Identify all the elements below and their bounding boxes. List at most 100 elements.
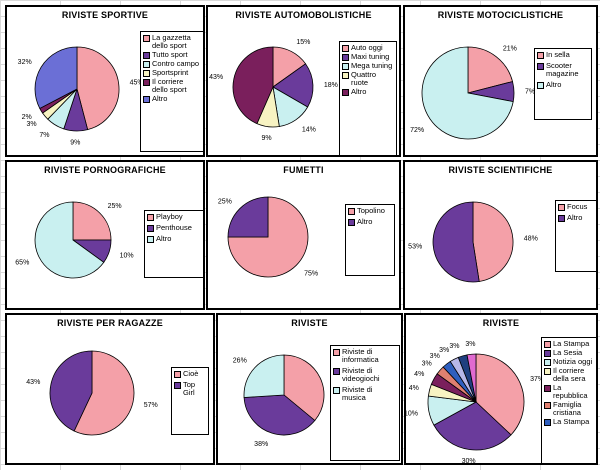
legend-label: Altro (351, 87, 367, 96)
legend-item: Riviste di videogiochi (333, 367, 397, 383)
pie-slice-la-gazzetta-dello-sport (76, 46, 120, 131)
legend-item: Mega tuning (342, 62, 394, 70)
legend-swatch (537, 82, 544, 89)
slice-percent-label: 53% (408, 244, 422, 251)
legend-swatch (342, 54, 349, 61)
slice-percent-label: 2% (22, 114, 32, 121)
legend-item: Top Girl (174, 381, 206, 397)
legend-label: La Sesia (553, 348, 583, 357)
legend-label: Altro (567, 213, 583, 222)
pie-chart: 45% 9% 7%3%2% 32% (18, 46, 144, 147)
slice-percent-label: 43% (209, 74, 223, 81)
legend-swatch (143, 96, 150, 103)
slice-percent-label: 37% (530, 376, 544, 383)
pie-slice-altro (227, 196, 269, 238)
legend-swatch (544, 402, 551, 409)
legend-swatch (143, 70, 150, 77)
chart-legend: La Stampa La Sesia Notizia oggi Il corriere… (541, 337, 596, 463)
slice-percent-label: 72% (410, 127, 424, 134)
slice-percent-label: 38% (254, 441, 268, 448)
legend-item: Altro (143, 95, 201, 103)
legend-item: Focus (558, 203, 596, 211)
slice-percent-label: 3% (465, 341, 475, 348)
pie-chart-panel-5: FUMETTI 75% 25% Topolino Altro (206, 160, 401, 310)
legend-item: Famiglia cristiana (544, 401, 594, 417)
legend-swatch (544, 350, 551, 357)
legend-label: Mega tuning (351, 61, 393, 70)
slice-percent-label: 57% (144, 402, 158, 409)
legend-item: La gazzetta dello sport (143, 34, 201, 50)
legend-label: La gazzetta dello sport (152, 33, 191, 50)
pie-chart: 21% 7% 72% (410, 46, 535, 140)
slice-percent-label: 9% (70, 140, 80, 147)
legend-swatch (147, 214, 154, 221)
slice-percent-label: 3% (422, 361, 432, 368)
slice-percent-label: 65% (15, 260, 29, 267)
pie-chart-panel-1: RIVISTE SPORTIVE 45% 9% 7% 3% 2% 32% La gazzett… (5, 5, 205, 157)
slice-percent-label: 18% (324, 82, 338, 89)
chart-title: RIVISTE PORNOGRAFICHE (44, 165, 166, 175)
pie-chart: 25% 10% 65% (15, 201, 134, 279)
legend-swatch (333, 349, 340, 356)
slice-percent-label: 15% (296, 39, 310, 46)
chart-title: RIVISTE SCIENTIFICHE (448, 165, 553, 175)
pie-chart: 15% 18% 14% 9% 43% (209, 39, 338, 142)
pie-chart-panel-8: RIVISTE36%38%26%Riviste di informaticaRi… (216, 313, 403, 465)
legend-item: Playboy (147, 213, 201, 221)
slice-percent-label: 26% (233, 358, 247, 365)
legend-label: Maxi tuning (351, 52, 390, 61)
legend-swatch (544, 359, 551, 366)
pie-chart-panel-3: RIVISTE MOTOCICLISTICHE 21% 7% 72% In sella S… (403, 5, 598, 157)
pie-slice-playboy (72, 201, 112, 241)
legend-label: La Stampa (553, 339, 590, 348)
legend-item: In sella (537, 51, 589, 59)
legend-label: Quattro ruote (351, 70, 377, 87)
chart-title: RIVISTE SPORTIVE (61, 10, 149, 20)
legend-swatch (348, 208, 355, 215)
legend-item: Altro (537, 81, 589, 89)
legend-swatch (537, 63, 544, 70)
slice-percent-label: 75% (304, 271, 318, 278)
slice-percent-label: 3% (449, 343, 459, 350)
legend-item: Quattro ruote (342, 71, 394, 87)
legend-swatch (342, 89, 349, 96)
legend-item: Altro (342, 88, 394, 96)
pie-chart-panel-4: RIVISTE PORNOGRAFICHE 25% 10% 65% Playboy Pen… (5, 160, 205, 310)
pie-slice-riviste-di-musica (243, 354, 285, 398)
legend-label: Il corriere dello sport (152, 77, 187, 94)
legend-label: Altro (357, 217, 373, 226)
pie-chart: 37%30%10%4%4%3%3%3%3%3% (406, 341, 544, 463)
slice-percent-label: 7% (525, 89, 535, 96)
slice-percent-label: 7% (39, 132, 49, 139)
legend-swatch (147, 236, 154, 243)
slice-percent-label: 43% (26, 379, 40, 386)
pie-slice-top-girl (49, 350, 93, 432)
legend-label: Penthouse (156, 223, 192, 232)
legend-item: Altro (147, 235, 201, 243)
chart-legend: Topolino Altro (345, 204, 395, 276)
legend-swatch (333, 368, 340, 375)
slice-percent-label: 3% (26, 121, 36, 128)
pie-slice-altro (432, 201, 480, 283)
legend-label: Famiglia cristiana (553, 400, 582, 417)
pie-chart-panel-7: RIVISTE PER RAGAZZE 57% 43% Cioè Top Girl (5, 313, 215, 465)
slice-percent-label: 4% (409, 385, 419, 392)
legend-label: Playboy (156, 212, 183, 221)
legend-item: La repubblica (544, 384, 594, 400)
slice-percent-label: 3% (439, 347, 449, 354)
chart-title: FUMETTI (283, 165, 324, 175)
legend-label: La Stampa (553, 417, 590, 426)
legend-label: In sella (546, 50, 570, 59)
legend-item: Contro campo (143, 60, 201, 68)
chart-legend: Riviste di informatica Riviste di videogi… (330, 345, 400, 461)
legend-item: Penthouse (147, 224, 201, 232)
legend-item: Tutto sport (143, 51, 201, 59)
legend-swatch (544, 341, 551, 348)
legend-item: Riviste di musica (333, 386, 397, 402)
legend-label: Il corriere della sera (553, 366, 586, 383)
pie-slice-in-sella (467, 46, 514, 94)
pie-slice-maxi-tuning (272, 63, 314, 108)
pie-slice-riviste-di-informatica (283, 354, 325, 422)
pie-chart: 48% 53% (408, 201, 538, 283)
chart-legend: La gazzetta dello sport Tutto sport Contro… (140, 31, 203, 152)
